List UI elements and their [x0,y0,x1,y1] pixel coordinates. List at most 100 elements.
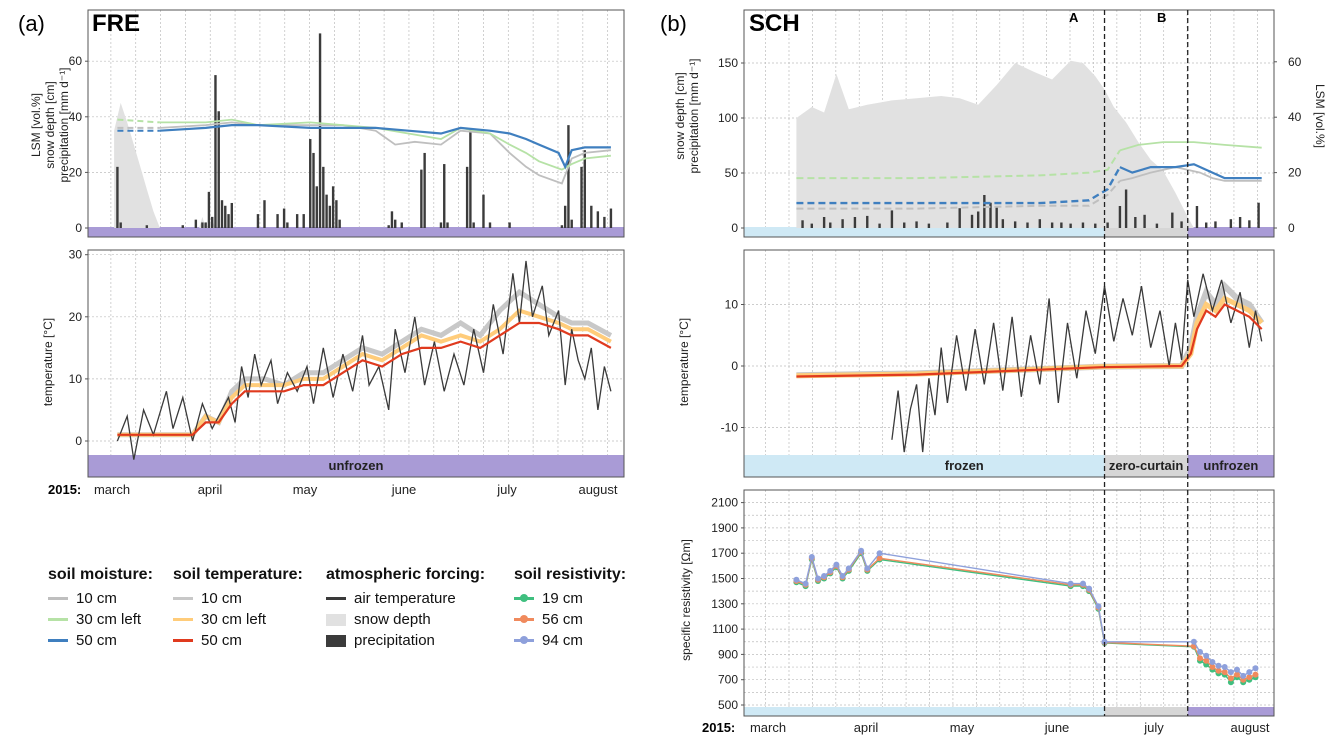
precipitation-bar [989,202,992,228]
resistivity-point [1101,638,1108,645]
precipitation-bar [335,200,338,228]
precipitation-bar [1069,223,1072,228]
y-tick-label: 0 [1288,221,1295,235]
resistivity-point [833,561,840,568]
legend-soil-resistivity-title: soil resistivity: [514,566,627,583]
precipitation-bar [325,194,328,228]
resistivity-point [1197,655,1203,662]
axis-label-line: temperature [°C] [677,318,691,406]
state-band-label: zero-curtain [1109,458,1183,473]
precipitation-bar [482,194,485,228]
legend-swatch [173,639,193,642]
precipitation-bar [822,217,826,228]
precipitation-bar [201,222,204,228]
precipitation-bar [207,191,211,228]
precipitation-bar [1001,219,1005,228]
legend-soil-resistivity: soil resistivity: 19 cm 56 cm 94 cm [514,566,626,651]
soil-moisture-line [159,124,611,170]
y-tick-label: 10 [725,298,739,312]
resistivity-point [1252,671,1259,678]
precipitation-bar [1026,222,1029,228]
soil-moisture-line [1119,141,1262,152]
resistivity-point [1080,580,1086,587]
soil-moisture-line-dashed [796,180,1121,210]
panel-a-temperature-chart: unfrozen 0 10 20 30 temperature [°C] march apri… [41,248,625,497]
precipitation-bar [1171,212,1174,228]
plot-frame [743,9,1275,238]
precipitation-bar [469,130,472,228]
precipitation-bar [563,205,567,228]
precipitation-bar [116,166,119,228]
y-tick-label: 900 [718,647,738,661]
precipitation-bar [181,225,184,228]
precipitation-bar [446,222,449,228]
resistivity-point [1221,669,1228,676]
precipitation-bar [1038,219,1042,228]
precipitation-bar [983,195,986,228]
state-band-unfrozen [1187,707,1274,716]
y-tick-label: 1500 [711,572,738,586]
y-tick-label: 1900 [711,521,738,535]
x-tick-month-label: august [578,482,617,497]
precipitation-bar [390,211,394,228]
precipitation-bar [204,222,207,228]
resistivity-point [1221,664,1228,670]
legend-label: 30 cm left [76,611,142,628]
resistivity-point [1252,665,1259,672]
soil-moisture-line [1119,166,1262,182]
panel-a-year-label: 2015: [48,482,81,497]
legend-label: 50 cm [201,632,242,649]
legend-swatch [514,615,534,623]
precipitation-bar [315,186,318,228]
precipitation-bar [230,202,234,228]
panel-b-label: (b) [660,11,687,36]
precipitation-bar [220,200,224,228]
precipitation-bar [338,219,341,228]
y-tick-label: 0 [75,434,82,448]
legend-swatch [173,618,193,621]
state-band-label: frozen [945,458,984,473]
y-tick-label: 700 [718,673,738,687]
state-band-unfrozen [88,227,624,237]
y-axis-label: specific resistivity [Ωm] [679,539,693,661]
soil-temp-10cm-line [796,281,1265,379]
precipitation-bar [328,205,332,228]
legend-item: 10 cm [173,588,303,609]
resistivity-point [1234,666,1240,673]
precipitation-bar [976,211,980,228]
state-band-unfrozen [1187,455,1274,477]
panel-b-year-label: 2015: [702,720,735,735]
legend-label: 10 cm [201,590,242,607]
resistivity-point [1246,674,1253,681]
precipitation-bar [596,211,600,228]
precipitation-bar [915,221,918,228]
soil-moisture-line [1119,163,1262,180]
resistivity-point [1227,669,1234,676]
precipitation-bar [420,169,423,228]
legend-label: precipitation [354,632,435,649]
precipitation-bar [946,222,949,228]
resistivity-point [1095,603,1102,610]
precipitation-bar [227,214,230,228]
y-tick-label: 0 [731,221,738,235]
precipitation-bar [560,225,564,228]
precipitation-bar [1106,222,1109,228]
x-tick-month-label: may [293,482,318,497]
legend-label: air temperature [354,590,456,607]
y-tick-label: 20 [69,165,83,179]
legend-label: 94 cm [542,632,583,649]
resistivity-point [1067,580,1074,587]
axis-label-line: LSM [vol.%] [29,93,43,157]
y-tick-label: 1300 [711,597,738,611]
y-tick-label: 40 [1288,110,1302,124]
soil-moisture-line-dashed [796,149,1121,180]
legend-item: 50 cm [173,630,303,651]
x-tick-month-label: march [94,482,130,497]
legend-swatch [326,613,346,626]
precipitation-bar [1118,206,1122,228]
resistivity-line [796,550,1256,681]
precipitation-bar [472,222,475,228]
soil-temp-10cm-line [117,288,613,438]
precipitation-bar [810,223,813,228]
x-tick-month-label: june [1044,720,1070,735]
